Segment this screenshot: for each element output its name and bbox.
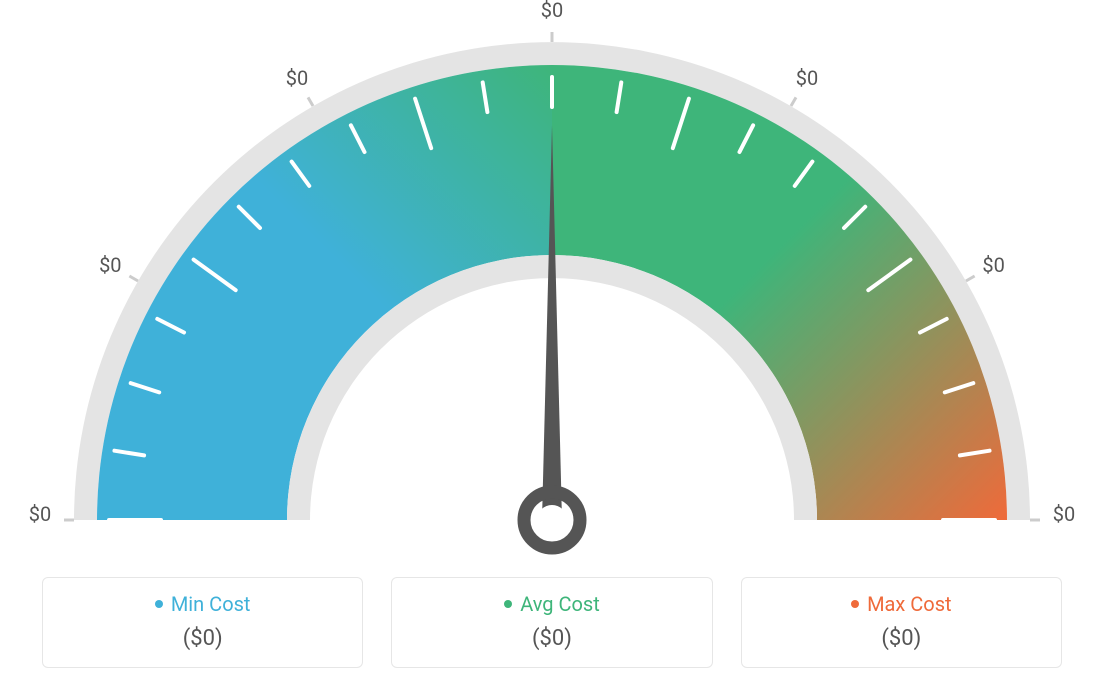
gauge-svg — [0, 0, 1104, 560]
scale-label-0: $0 — [29, 502, 51, 526]
legend-card-min: Min Cost ($0) — [42, 577, 363, 668]
dot-avg — [504, 600, 512, 608]
legend-label-max: Max Cost — [867, 592, 952, 616]
legend-value-max: ($0) — [752, 626, 1051, 651]
scale-label-5: $0 — [982, 253, 1004, 277]
legend-title-max: Max Cost — [851, 592, 952, 616]
legend-label-min: Min Cost — [171, 592, 251, 616]
legend-row: Min Cost ($0) Avg Cost ($0) Max Cost ($0… — [42, 577, 1062, 668]
scale-label-2: $0 — [286, 66, 308, 90]
scale-label-3: $0 — [541, 0, 563, 22]
legend-title-avg: Avg Cost — [504, 592, 600, 616]
scale-label-6: $0 — [1053, 502, 1075, 526]
legend-value-avg: ($0) — [402, 626, 701, 651]
scale-label-1: $0 — [99, 253, 121, 277]
legend-card-avg: Avg Cost ($0) — [391, 577, 712, 668]
gauge-area: $0 $0 $0 $0 $0 $0 $0 — [0, 0, 1104, 560]
legend-title-min: Min Cost — [155, 592, 251, 616]
legend-card-max: Max Cost ($0) — [741, 577, 1062, 668]
scale-label-4: $0 — [796, 66, 818, 90]
legend-label-avg: Avg Cost — [520, 592, 600, 616]
legend-value-min: ($0) — [53, 626, 352, 651]
dot-max — [851, 600, 859, 608]
dot-min — [155, 600, 163, 608]
chart-container: $0 $0 $0 $0 $0 $0 $0 Min Cost ($0) Avg Cost ($… — [0, 0, 1104, 690]
